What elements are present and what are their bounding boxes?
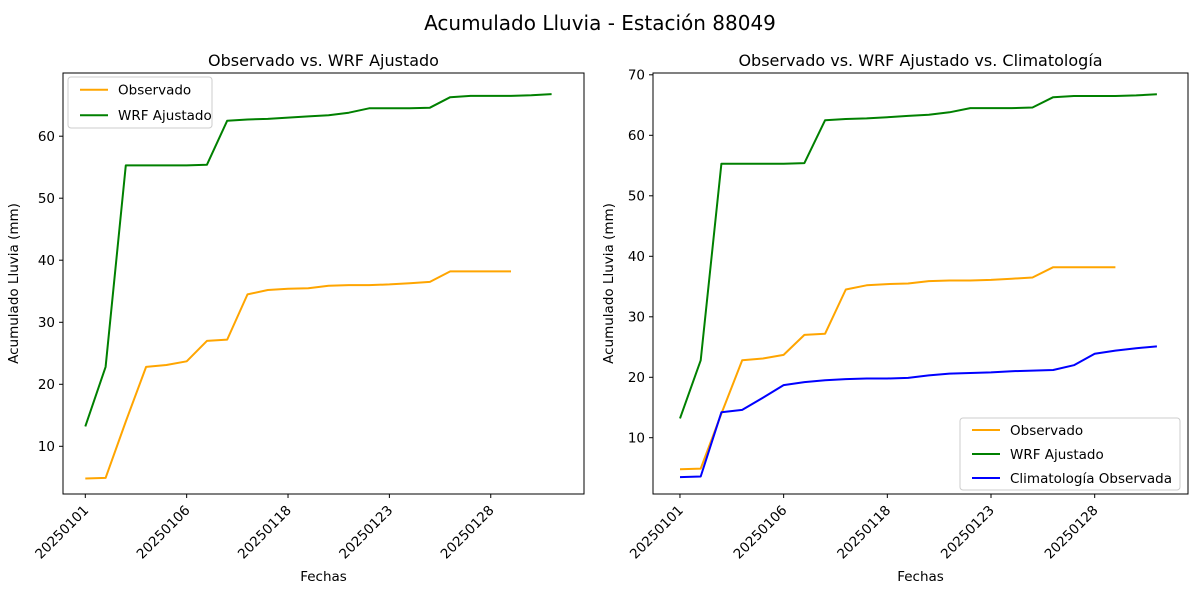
x-tick-label: 20250128 — [1042, 503, 1102, 563]
legend-label-wrf-ajustado: WRF Ajustado — [118, 108, 212, 124]
x-tick-label: 20250123 — [336, 503, 396, 563]
x-tick-label: 20250128 — [438, 503, 498, 563]
y-axis-label: Acumulado Lluvia (mm) — [601, 203, 617, 364]
axes-border — [652, 72, 1189, 495]
legend-label-observado: Observado — [118, 83, 191, 99]
y-tick-label: 10 — [38, 439, 55, 455]
y-tick-label: 50 — [38, 191, 55, 207]
axes-border — [62, 72, 585, 495]
series-line-observado — [679, 266, 1116, 471]
series-line-wrf-ajustado — [679, 93, 1157, 419]
x-axis-label: Fechas — [300, 569, 347, 585]
legend-label-observado: Observado — [1010, 423, 1083, 439]
x-tick-label: 20250106 — [731, 503, 791, 563]
y-tick-label: 40 — [628, 249, 645, 265]
y-tick-label: 50 — [628, 189, 645, 205]
figure-title: Acumulado Lluvia - Estación 88049 — [424, 11, 776, 35]
y-tick-label: 10 — [628, 431, 645, 447]
x-tick-label: 20250118 — [235, 503, 295, 563]
x-tick-label: 20250106 — [134, 503, 194, 563]
right-chart-svg: 10 20 30 40 50 60 70 20250101 20250106 20250118 20… — [601, 51, 1189, 585]
y-tick-label: 60 — [628, 128, 645, 144]
legend-label-wrf-ajustado: WRF Ajustado — [1010, 447, 1104, 463]
legend-label-climatologia-observada: Climatología Observada — [1010, 471, 1172, 487]
left-chart-panel: 10 20 30 40 50 60 20250101 20250106 20250118 2025… — [0, 40, 600, 600]
y-tick-label: 30 — [38, 315, 55, 331]
series-line-climatologia-observada — [679, 345, 1157, 479]
chart-title: Observado vs. WRF Ajustado vs. Climatolo… — [738, 51, 1102, 70]
y-tick-label: 40 — [38, 253, 55, 269]
chart-title: Observado vs. WRF Ajustado — [208, 51, 439, 70]
left-chart-svg: 10 20 30 40 50 60 20250101 20250106 20250118 2025… — [6, 51, 585, 585]
x-tick-label: 20250118 — [834, 503, 894, 563]
legend-box — [959, 417, 1181, 491]
y-tick-label: 20 — [38, 377, 55, 393]
series-line-wrf-ajustado — [84, 93, 552, 427]
right-chart-panel: 10 20 30 40 50 60 70 20250101 20250106 20250118 20… — [600, 40, 1200, 600]
series-line-observado — [85, 270, 511, 480]
y-tick-label: 70 — [628, 68, 645, 84]
y-axis-label: Acumulado Lluvia (mm) — [6, 203, 22, 364]
y-tick-label: 60 — [38, 129, 55, 145]
x-axis-label: Fechas — [897, 569, 944, 585]
x-tick-label: 20250123 — [938, 503, 998, 563]
x-tick-label: 20250101 — [32, 503, 92, 563]
y-tick-label: 20 — [628, 370, 645, 386]
x-tick-label: 20250101 — [627, 503, 687, 563]
y-tick-label: 30 — [628, 310, 645, 326]
